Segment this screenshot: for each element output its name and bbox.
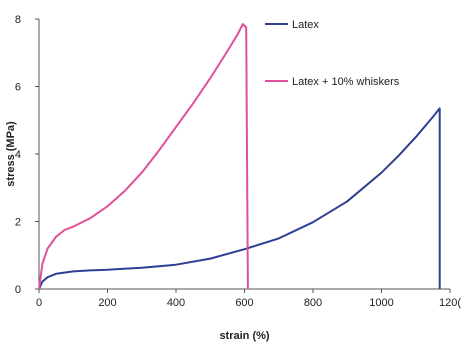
y-tick-label: 4 <box>15 149 21 161</box>
y-tick-label: 6 <box>15 82 21 94</box>
legend-label-latex: Latex <box>292 19 319 31</box>
axis-ticks: 0 200 400 600 800 1000 120( 0 2 4 6 8 <box>15 14 461 309</box>
x-tick-label: 120( <box>439 297 461 309</box>
series-layer <box>38 23 441 290</box>
y-tick-label: 8 <box>15 14 21 26</box>
legend: Latex Latex + 10% whiskers <box>265 19 400 88</box>
x-tick-label: 0 <box>36 297 42 309</box>
series-line-latex <box>38 107 441 290</box>
y-tick-label: 0 <box>15 284 21 296</box>
x-tick-label: 400 <box>167 297 185 309</box>
legend-label-latex-whiskers: Latex + 10% whiskers <box>292 76 400 88</box>
x-tick-label: 200 <box>98 297 116 309</box>
x-tick-label: 600 <box>235 297 253 309</box>
y-axis-title: stress (MPa) <box>5 121 17 187</box>
x-tick-label: 1000 <box>369 297 393 309</box>
series-line-latex-whiskers <box>38 23 249 290</box>
x-tick-label: 800 <box>304 297 322 309</box>
y-tick-label: 2 <box>15 217 21 229</box>
x-axis-title: strain (%) <box>219 330 269 342</box>
